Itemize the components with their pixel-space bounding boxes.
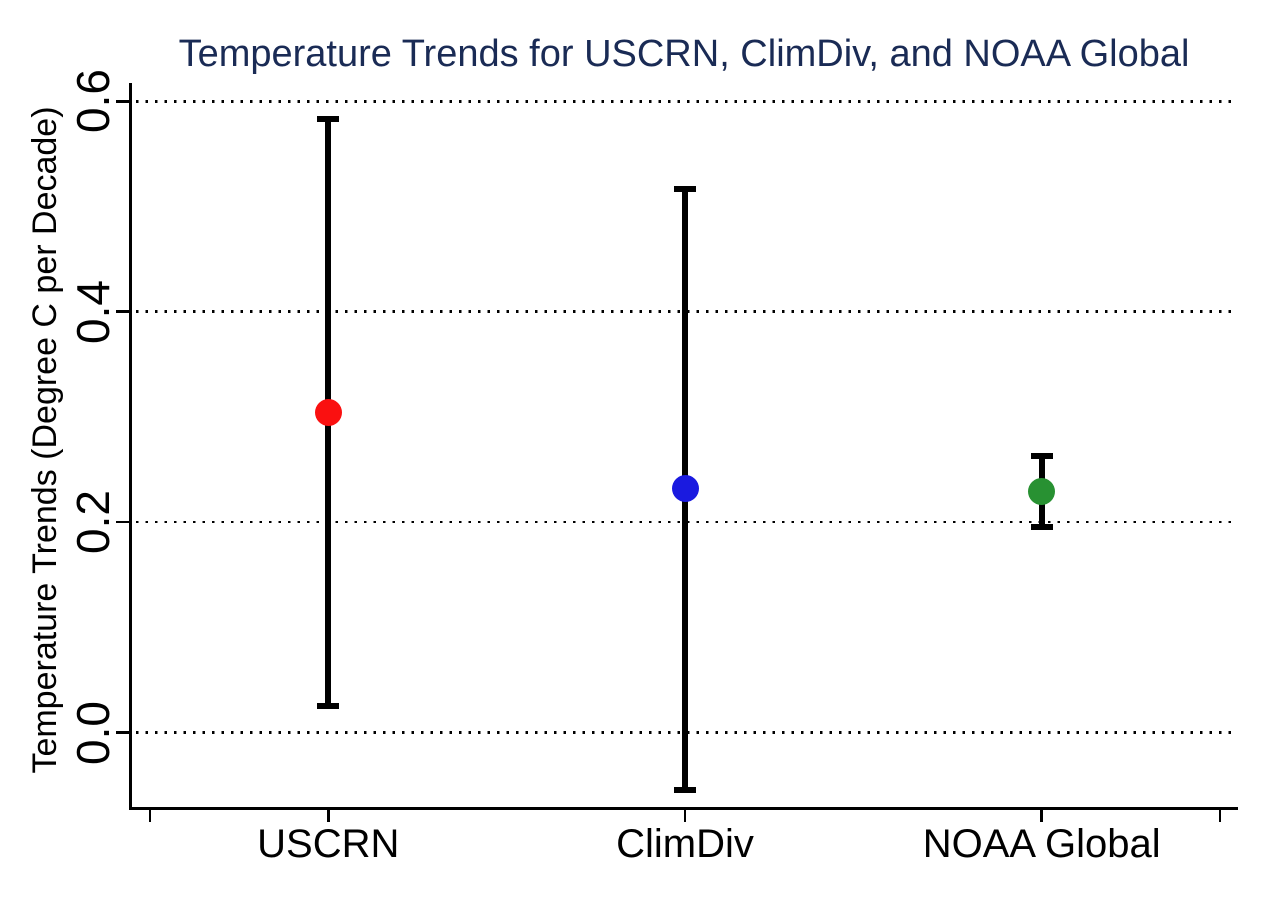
y-tick	[116, 310, 130, 313]
marker-uscrn	[314, 399, 342, 427]
y-tick	[116, 520, 130, 524]
y-tick-label: 0.6	[67, 69, 119, 134]
chart-title: Temperature Trends for USCRN, ClimDiv, a…	[178, 33, 1190, 75]
y-axis-line	[128, 83, 132, 810]
x-label-noaa-global: NOAA Global	[922, 822, 1161, 866]
marker-noaa-global	[1028, 478, 1056, 506]
y-tick-label: 0.2	[67, 490, 119, 555]
y-tick	[116, 100, 130, 103]
x-tick-uscrn	[327, 809, 330, 822]
error-bar-cap-bottom-noaa-global	[1030, 524, 1053, 531]
error-bar-cap-top-noaa-global	[1030, 452, 1053, 459]
x-axis-line	[128, 806, 1238, 810]
y-tick	[116, 731, 130, 734]
marker-climdiv	[671, 474, 699, 502]
x-label-uscrn: USCRN	[257, 822, 400, 866]
error-bar-cap-bottom-uscrn	[317, 703, 340, 710]
x-label-climdiv: ClimDiv	[616, 822, 754, 866]
gridline-y-0.6	[136, 100, 1238, 103]
y-tick-label: 0.0	[67, 700, 119, 765]
x-range-tick	[1218, 809, 1222, 822]
y-tick-label: 0.4	[67, 279, 119, 344]
error-bar-cap-top-climdiv	[674, 185, 696, 192]
x-tick-noaa-global	[1040, 809, 1043, 822]
x-tick-climdiv	[683, 809, 687, 822]
error-bar-cap-top-uscrn	[317, 116, 340, 123]
x-range-tick	[148, 809, 152, 822]
error-bar-cap-bottom-climdiv	[674, 787, 696, 794]
